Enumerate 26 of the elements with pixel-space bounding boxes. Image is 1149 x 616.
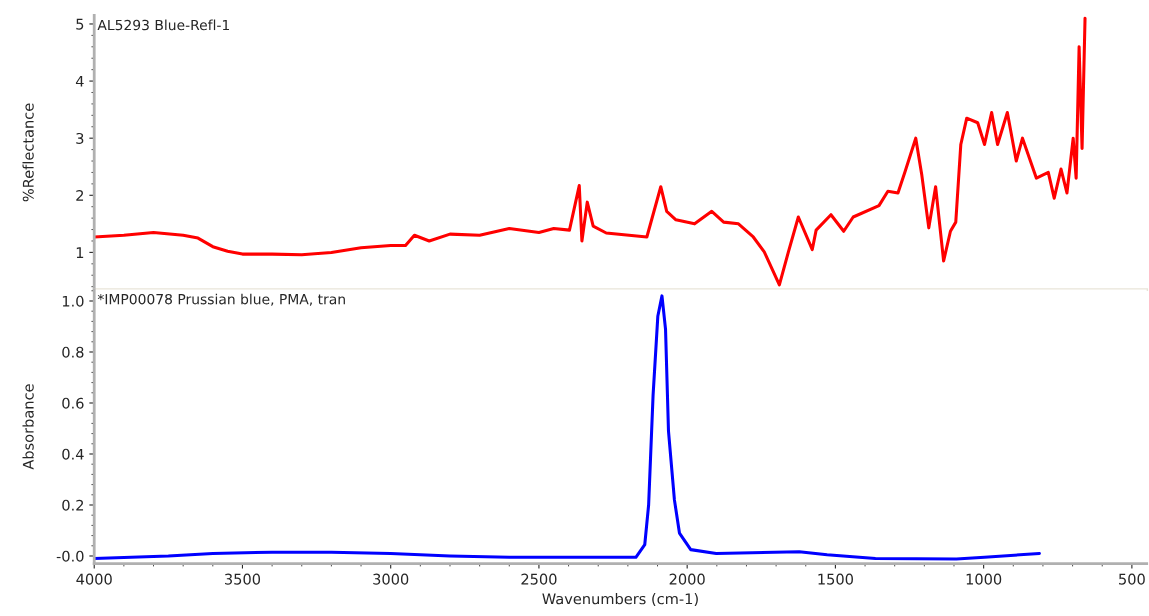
y-axis-title: %Reflectance: [22, 103, 34, 202]
y-tick-label: 1.0: [62, 295, 84, 307]
y-tick-label: 1: [76, 247, 84, 258]
x-tick-label: 1000: [966, 573, 1002, 585]
x-axis-title: Wavenumbers (cm-1): [542, 593, 698, 607]
y-tick-label: 0.6: [62, 397, 84, 409]
line-series: [94, 294, 1041, 561]
y-tick-label: 0.4: [62, 448, 84, 460]
y-tick-label: 0.8: [62, 346, 84, 358]
y-tick-label: -0.0: [56, 550, 84, 562]
y-tick-label: 3: [76, 132, 84, 144]
y-tick-label: 5: [76, 18, 84, 30]
x-tick-label: 2000: [669, 573, 705, 585]
line-series: [94, 16, 1087, 287]
y-tick-label: 2: [76, 190, 84, 201]
x-tick-label: 4000: [76, 573, 112, 585]
y-tick-label: 0.2: [62, 499, 84, 511]
x-tick-label: 3000: [373, 573, 409, 585]
chart-title: AL5293 Blue-Refl-1: [97, 19, 230, 31]
y-tick-label: 4: [75, 75, 84, 87]
y-axis-title: Absorbance: [22, 384, 34, 470]
x-tick-label: 3500: [225, 573, 261, 585]
x-tick-label: 1500: [818, 573, 853, 585]
x-tick-label: 2500: [521, 573, 557, 585]
chart-title: *IMP00078 Prussian blue, PMA, tran: [97, 293, 345, 306]
x-tick-label: 500: [1119, 573, 1145, 585]
